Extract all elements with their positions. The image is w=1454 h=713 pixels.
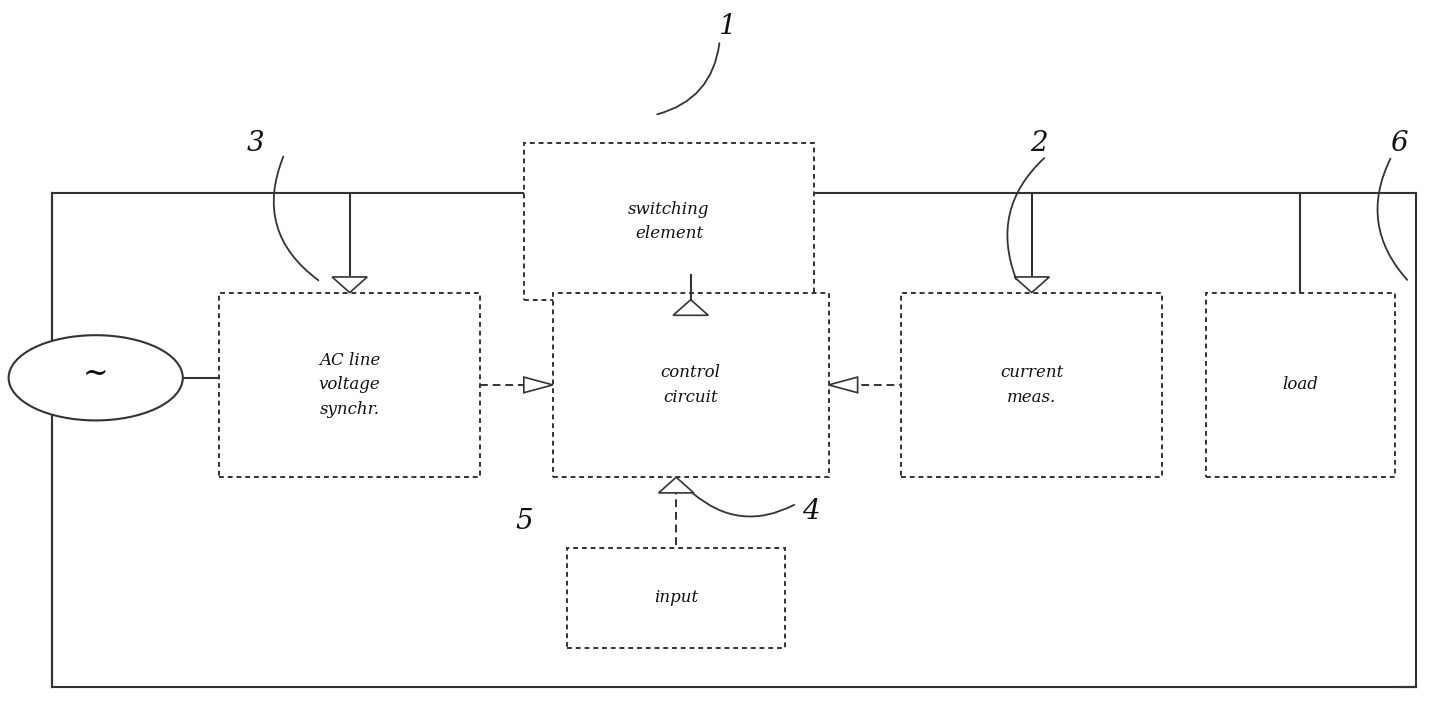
Text: current
meas.: current meas. (1000, 364, 1063, 406)
Text: 2: 2 (1031, 130, 1048, 157)
Text: control
circuit: control circuit (660, 364, 721, 406)
FancyBboxPatch shape (901, 292, 1162, 477)
Polygon shape (829, 377, 858, 393)
Polygon shape (1015, 277, 1050, 292)
Text: input: input (654, 590, 698, 607)
Text: 6: 6 (1390, 130, 1407, 157)
Polygon shape (332, 277, 368, 292)
FancyBboxPatch shape (523, 143, 814, 299)
FancyBboxPatch shape (553, 292, 829, 477)
Text: AC line
voltage
synchr.: AC line voltage synchr. (318, 352, 381, 419)
Text: 1: 1 (718, 13, 736, 40)
Polygon shape (659, 477, 694, 493)
FancyBboxPatch shape (567, 548, 785, 647)
Text: ~: ~ (83, 359, 109, 390)
Polygon shape (523, 377, 553, 393)
Text: 4: 4 (803, 498, 820, 525)
Text: load: load (1282, 376, 1319, 394)
Text: 3: 3 (247, 130, 265, 157)
Polygon shape (673, 299, 708, 315)
Text: 5: 5 (515, 508, 532, 535)
FancyBboxPatch shape (220, 292, 480, 477)
FancyBboxPatch shape (1205, 292, 1394, 477)
Text: switching
element: switching element (628, 200, 710, 242)
Circle shape (9, 335, 183, 421)
